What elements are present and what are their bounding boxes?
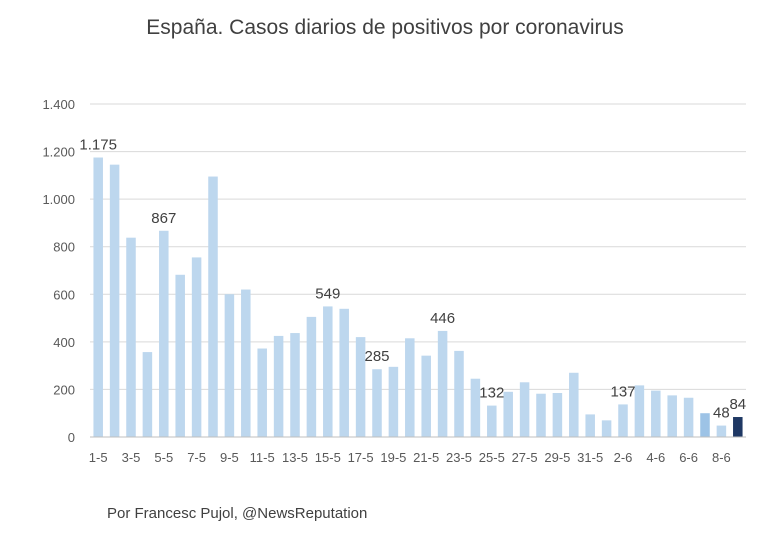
bar-14-5 [306,316,317,437]
bar-11-5 [257,348,267,437]
bar-3-6 [634,385,645,437]
bar-16-5 [339,308,349,437]
bar-18-5 [372,369,382,437]
data-label: 549 [315,285,340,302]
data-label: 1.175 [79,137,117,154]
y-tick-label: 1.200 [42,145,75,160]
x-axis-ticks: 1-5 3-5 5-5 7-5 9-5 11-5 13-5 15-5 17-5 19-5 21-5 2… [89,450,731,465]
bars [93,157,743,437]
data-label: 446 [430,310,455,327]
x-tick-label: 17-5 [348,450,374,465]
bar-7-5 [191,257,202,437]
x-tick-label: 6-6 [679,450,698,465]
y-tick-label: 400 [53,335,75,350]
y-tick-label: 200 [53,382,75,397]
y-tick-label: 600 [53,287,75,302]
bar-1-6 [601,420,612,437]
data-label: 84 [729,396,746,413]
data-label: 48 [713,405,730,422]
x-tick-label: 7-5 [187,450,206,465]
x-tick-label: 19-5 [380,450,406,465]
bar-15-5 [323,306,333,437]
chart-title: España. Casos diarios de positivos por c… [146,16,624,39]
bar-5-6 [667,395,677,437]
y-tick-label: 1.000 [42,192,75,207]
x-tick-label: 8-6 [712,450,731,465]
x-tick-label: 29-5 [544,450,570,465]
bar-10-5 [241,289,251,437]
x-tick-label: 4-6 [646,450,665,465]
y-tick-label: 1.400 [42,97,75,112]
bar-4-5 [142,352,153,437]
x-tick-label: 23-5 [446,450,472,465]
x-tick-label: 31-5 [577,450,603,465]
bar-6-5 [175,274,185,437]
x-tick-label: 27-5 [512,450,538,465]
bar-6-6 [683,397,694,437]
bar-31-5 [585,414,595,437]
data-label: 285 [364,348,389,365]
bar-19-5 [388,366,399,437]
gridlines [90,103,746,390]
y-tick-label: 800 [53,240,75,255]
x-tick-label: 13-5 [282,450,308,465]
bar-21-5 [421,355,431,437]
bar-24-5 [470,378,481,437]
bar-9-6 [733,417,743,437]
x-tick-label: 5-5 [154,450,173,465]
x-tick-label: 15-5 [315,450,341,465]
x-tick-label: 9-5 [220,450,239,465]
x-tick-label: 21-5 [413,450,439,465]
bar-30-5 [569,372,579,437]
bar-8-5 [208,176,218,437]
x-tick-label: 3-5 [122,450,141,465]
bar-5-5 [159,230,169,437]
bar-28-5 [536,393,546,437]
bar-29-5 [552,392,563,437]
data-label: 867 [151,210,176,227]
x-tick-label: 11-5 [250,450,275,465]
x-tick-label: 25-5 [479,450,505,465]
bar-12-5 [273,335,284,437]
bar-4-6 [651,390,661,437]
bar-2-6 [618,404,628,437]
bar-25-5 [487,405,497,437]
bar-23-5 [454,350,464,437]
y-axis-ticks: 0 200 400 600 800 1.000 1.200 1.400 [42,97,75,445]
bar-17-5 [355,337,366,437]
x-tick-label: 2-6 [614,450,633,465]
bar-7-6 [700,413,710,437]
footer-credit: Por Francesc Pujol, @NewsReputation [107,505,368,522]
data-label: 137 [610,383,635,400]
bar-8-6 [716,425,727,437]
x-tick-label: 1-5 [89,450,108,465]
bar-3-5 [126,237,136,437]
bar-22-5 [437,330,448,437]
bar-1-5 [93,157,103,437]
bar-9-5 [224,294,235,437]
y-tick-label: 0 [68,430,75,445]
bar-26-5 [503,391,513,437]
bar-2-5 [109,164,120,437]
bar-20-5 [405,338,415,437]
bar-27-5 [519,382,530,437]
data-label: 132 [479,385,504,402]
bar-13-5 [290,333,300,437]
